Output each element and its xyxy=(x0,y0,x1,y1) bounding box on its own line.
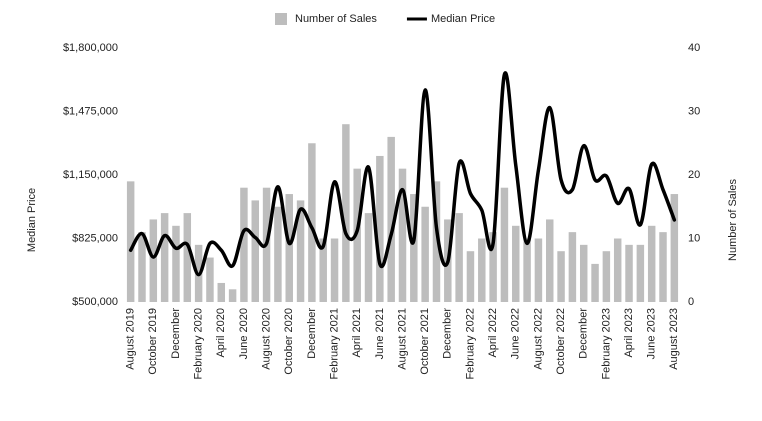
bar xyxy=(421,206,429,302)
bar xyxy=(432,181,441,302)
bar xyxy=(500,187,509,302)
x-tick-label: August 2023 xyxy=(668,308,680,370)
bar xyxy=(217,282,226,302)
y2-axis-title: Number of Sales xyxy=(727,179,739,261)
bar xyxy=(330,238,339,302)
bar xyxy=(591,263,599,302)
x-tick-label: October 2021 xyxy=(419,308,431,375)
bar xyxy=(410,194,418,302)
x-tick-label: December xyxy=(170,308,182,359)
bar xyxy=(523,238,531,302)
bar xyxy=(296,200,305,302)
bar xyxy=(308,143,316,302)
bar xyxy=(172,225,180,302)
x-tick-label: February 2022 xyxy=(464,308,476,380)
x-tick-label: June 2020 xyxy=(238,308,250,359)
x-tick-label: April 2021 xyxy=(351,308,363,358)
y2-tick-label: 40 xyxy=(688,42,700,54)
y2-tick-label: 10 xyxy=(688,232,700,244)
bar xyxy=(546,219,554,302)
bar xyxy=(319,238,327,302)
y2-tick-label: 0 xyxy=(688,296,694,308)
x-tick-label: December xyxy=(306,308,318,359)
bar xyxy=(149,219,158,302)
bar xyxy=(183,213,192,302)
x-tick-label: April 2022 xyxy=(487,308,499,358)
bar xyxy=(126,181,135,302)
x-tick-label: October 2020 xyxy=(283,308,295,375)
x-tick-label: August 2020 xyxy=(260,308,272,370)
bar xyxy=(251,200,259,302)
bar xyxy=(240,187,248,302)
bar xyxy=(466,251,475,302)
bar xyxy=(387,136,395,302)
bar xyxy=(274,206,282,302)
x-tick-label: August 2022 xyxy=(532,308,544,370)
bar xyxy=(557,251,565,302)
bar xyxy=(579,244,588,302)
bar xyxy=(160,213,169,302)
y-tick-label: $1,800,000 xyxy=(63,42,118,54)
bar xyxy=(342,124,350,302)
bar xyxy=(138,232,146,302)
bar xyxy=(455,213,463,302)
line xyxy=(128,71,677,277)
bar xyxy=(285,194,293,302)
x-tick-label: April 2020 xyxy=(215,308,227,358)
x-tick-label: June 2021 xyxy=(374,308,386,359)
x-tick-label: February 2021 xyxy=(328,308,340,380)
x-tick-label: June 2022 xyxy=(510,308,522,359)
bar xyxy=(534,238,543,302)
y-tick-label: $825,000 xyxy=(72,232,118,244)
legend-swatch xyxy=(275,13,287,25)
bar xyxy=(625,244,633,302)
bar xyxy=(376,155,384,302)
x-tick-label: October 2022 xyxy=(555,308,567,375)
bar xyxy=(206,257,214,302)
bar xyxy=(489,232,497,302)
bar xyxy=(398,168,407,302)
bar xyxy=(568,232,577,302)
x-tick-label: August 2021 xyxy=(396,308,408,370)
bar xyxy=(478,238,486,302)
legend-label: Median Price xyxy=(431,13,495,25)
bar xyxy=(228,289,237,302)
bar xyxy=(647,225,656,302)
x-tick-label: October 2019 xyxy=(147,308,159,375)
y-tick-label: $1,475,000 xyxy=(63,105,118,117)
x-tick-label: June 2023 xyxy=(646,308,658,359)
y2-tick-label: 20 xyxy=(688,169,700,181)
x-tick-label: August 2019 xyxy=(125,308,137,370)
y-axis-title: Median Price xyxy=(26,188,38,252)
x-tick-label: April 2023 xyxy=(623,308,635,358)
bar xyxy=(659,232,667,302)
x-tick-label: December xyxy=(442,308,454,359)
bar xyxy=(613,238,622,302)
legend-label: Number of Sales xyxy=(295,13,377,25)
x-tick-label: February 2023 xyxy=(600,308,612,380)
bar xyxy=(670,194,679,302)
bar xyxy=(602,251,611,302)
bar xyxy=(636,244,645,302)
y2-tick-label: 30 xyxy=(688,105,700,117)
x-tick-label: December xyxy=(578,308,590,359)
y-tick-label: $1,150,000 xyxy=(63,169,118,181)
bar xyxy=(364,213,373,302)
x-tick-label: February 2020 xyxy=(193,308,205,380)
y-tick-label: $500,000 xyxy=(72,296,118,308)
bar xyxy=(512,225,520,302)
